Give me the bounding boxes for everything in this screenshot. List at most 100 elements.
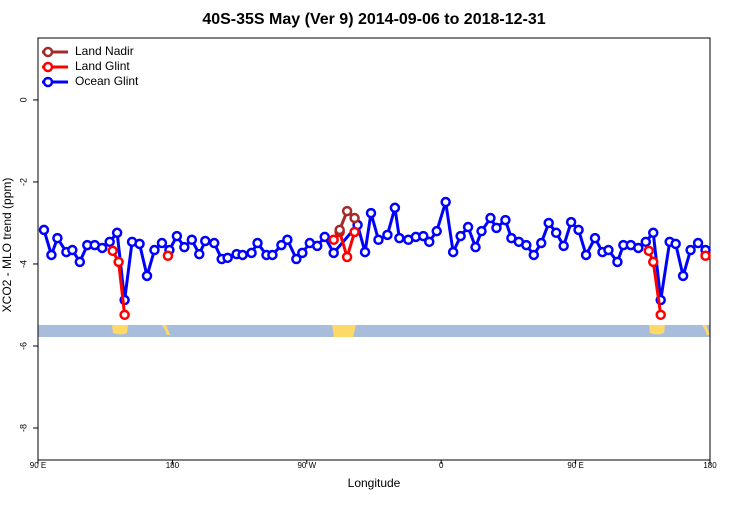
data-point [113, 256, 124, 268]
data-point [455, 230, 466, 242]
data-point [462, 221, 474, 233]
data-point [328, 234, 339, 246]
data-point [111, 227, 123, 239]
x-tick-label: 180 [166, 461, 180, 470]
data-point [670, 238, 681, 250]
data-point [156, 237, 168, 249]
data-point [237, 249, 248, 261]
data-point [648, 256, 659, 268]
data-point [194, 248, 205, 260]
data-point [67, 244, 78, 256]
data-point [334, 224, 345, 236]
data-point [447, 246, 459, 258]
data-point [543, 217, 554, 229]
data-point [38, 224, 50, 236]
legend-marker [42, 76, 54, 88]
data-point [440, 196, 451, 208]
data-point [200, 235, 211, 247]
data-point [349, 212, 360, 224]
data-point [485, 212, 496, 224]
legend-marker [42, 61, 54, 73]
x-tick-label: 0 [439, 461, 444, 470]
x-axis-label: Longitude [348, 476, 401, 490]
data-point [431, 225, 442, 237]
x-tick-label: 90 E [567, 461, 583, 470]
data-point [700, 250, 711, 262]
data-point [119, 309, 130, 321]
legend-label: Ocean Glint [75, 74, 139, 88]
data-point [267, 249, 278, 261]
data-point [418, 230, 429, 242]
x-tick-label: 180 [703, 461, 717, 470]
data-point [521, 239, 532, 251]
legend-marker [42, 46, 54, 58]
legend-label: Land Nadir [75, 44, 134, 58]
data-point [149, 244, 160, 256]
data-point [424, 236, 435, 248]
data-point [677, 270, 689, 282]
data-point [179, 241, 190, 253]
data-point [476, 225, 487, 237]
chart-title: 40S-35S May (Ver 9) 2014-09-06 to 2018-1… [202, 11, 545, 28]
data-point [282, 234, 293, 246]
y-tick-label: -4 [18, 260, 28, 268]
data-point [365, 207, 377, 219]
data-point [186, 234, 198, 246]
data-point [580, 249, 592, 261]
land-strip [38, 325, 710, 337]
data-point [536, 237, 547, 249]
y-tick-label: -2 [18, 178, 28, 186]
data-point [52, 232, 63, 244]
y-tick-label: 0 [18, 97, 28, 102]
data-point [603, 244, 614, 256]
data-point [171, 230, 183, 242]
data-point [222, 252, 233, 264]
data-point [297, 247, 308, 259]
data-point [643, 245, 655, 257]
data-point [246, 247, 257, 259]
data-point [500, 214, 511, 226]
data-point [291, 253, 302, 265]
data-point [312, 240, 323, 252]
data-point [252, 237, 263, 249]
data-point [46, 249, 57, 261]
y-axis-label: XCO2 - MLO trend (ppm) [0, 178, 14, 313]
y-tick-label: -6 [18, 342, 28, 350]
data-point [349, 226, 360, 238]
data-point [655, 309, 666, 321]
data-point [491, 222, 502, 234]
data-point [382, 229, 393, 241]
data-point [341, 205, 353, 217]
data-point [685, 244, 696, 256]
data-point [373, 234, 384, 246]
data-point [341, 251, 353, 263]
x-tick-label: 90 E [30, 461, 46, 470]
data-point [134, 238, 145, 250]
data-point [208, 237, 220, 249]
data-point [104, 236, 115, 248]
legend-label: Land Glint [75, 59, 130, 73]
y-tick-label: -8 [18, 424, 28, 432]
data-point [573, 224, 584, 236]
data-point [589, 232, 601, 244]
x-tick-label: 90 W [297, 461, 316, 470]
data-point [328, 247, 339, 259]
data-point [319, 231, 330, 243]
data-point [470, 241, 481, 253]
data-point [96, 242, 108, 254]
data-point [141, 270, 153, 282]
data-point [550, 227, 562, 239]
data-point [558, 240, 569, 252]
data-point [359, 246, 371, 258]
data-point [640, 236, 652, 248]
data-point [162, 250, 174, 262]
data-point [565, 216, 577, 228]
data-point [648, 227, 659, 239]
data-point [389, 202, 401, 214]
data-point [107, 245, 118, 257]
data-point [692, 237, 704, 249]
data-point [633, 242, 644, 254]
data-point [394, 232, 405, 244]
data-point [612, 256, 623, 268]
